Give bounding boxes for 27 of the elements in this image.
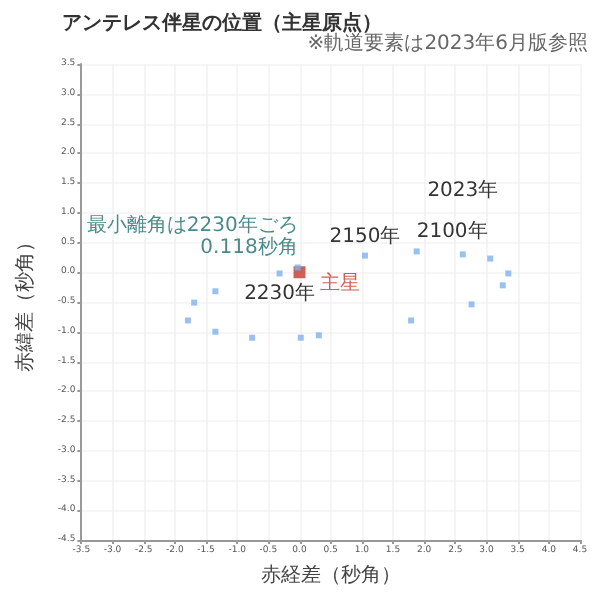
series-label: 主星	[319, 271, 360, 296]
annotation: 2150年	[329, 223, 401, 248]
point	[297, 334, 304, 341]
point	[408, 317, 415, 324]
text: ※軌道要素は2023年6月版参照	[307, 31, 589, 55]
point	[249, 334, 256, 341]
point	[184, 317, 191, 324]
point	[487, 255, 494, 262]
point	[276, 270, 283, 277]
y-axis-title: 赤緯差（秒角）	[13, 232, 37, 372]
point	[294, 264, 301, 271]
point	[212, 288, 219, 295]
point	[459, 251, 466, 258]
annotation: 2023年	[427, 178, 499, 203]
point	[468, 301, 475, 308]
annotation: 2230年	[244, 281, 316, 306]
point	[212, 328, 219, 335]
annotation: 2100年	[416, 219, 488, 244]
point	[191, 299, 198, 306]
annotation: 最小離角は2230年ごろ 0.118秒角	[86, 213, 298, 260]
point	[361, 252, 368, 259]
point	[315, 332, 322, 339]
point	[505, 270, 512, 277]
x-axis-title: 赤経差（秒角）	[260, 562, 401, 587]
point	[413, 248, 420, 255]
chart-title: アンテレス伴星の位置（主星原点）	[62, 11, 382, 35]
point	[499, 282, 506, 289]
